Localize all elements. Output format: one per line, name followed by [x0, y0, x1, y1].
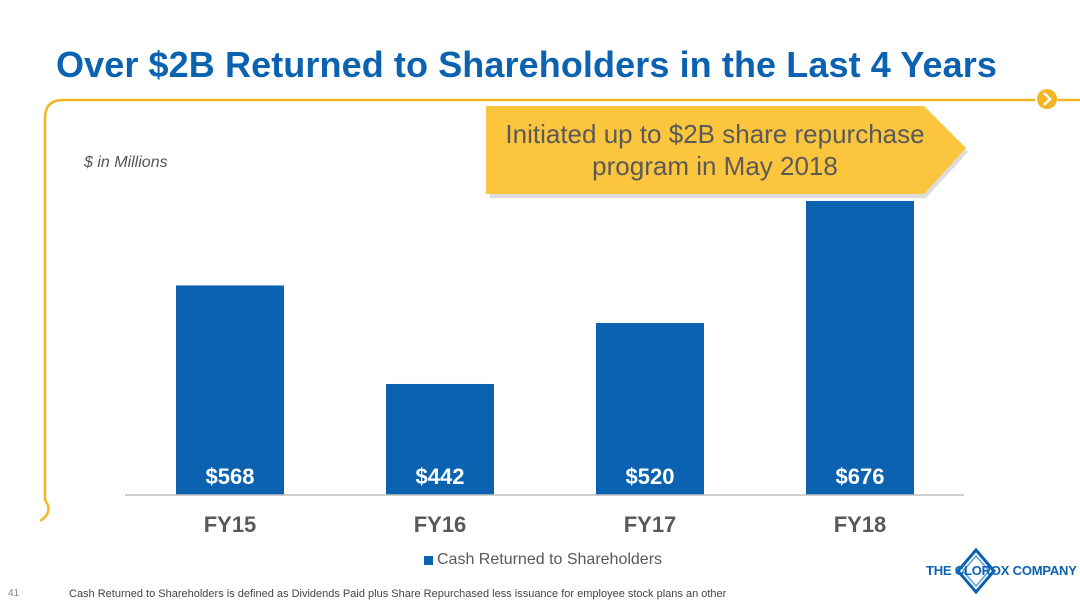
bar-fy16: [386, 383, 494, 495]
logo-text: THE CLOROX COMPANY: [926, 563, 1077, 578]
data-label-fy18: $676: [836, 464, 885, 489]
logo-diamond: [956, 548, 996, 594]
legend-label: Cash Returned to Shareholders: [437, 551, 663, 568]
callout-banner: Initiated up to $2B share repurchase pro…: [486, 106, 970, 198]
units-label: $ in Millions: [84, 154, 168, 171]
x-tick-fy18: FY18: [834, 512, 887, 537]
data-label-fy17: $520: [626, 464, 675, 489]
bar-fy17: [596, 322, 704, 495]
frame-line: [39, 98, 1035, 523]
callout-line-1: Initiated up to $2B share repurchase: [505, 119, 925, 149]
slide-title: Over $2B Returned to Shareholders in the…: [56, 44, 997, 85]
callout-line-2: program in May 2018: [592, 151, 838, 181]
data-label-fy15: $568: [206, 464, 255, 489]
chevron-right-icon: [1043, 92, 1052, 106]
x-tick-fy17: FY17: [624, 512, 677, 537]
callout-arrow-shape: [486, 106, 968, 198]
arrow-circle-icon[interactable]: [1037, 89, 1057, 109]
x-tick-fy15: FY15: [204, 512, 257, 537]
bar-fy15: [176, 285, 284, 495]
callout-text: Initiated up to $2B share repurchase pro…: [486, 118, 944, 182]
footnote: Cash Returned to Shareholders is defined…: [69, 588, 727, 600]
legend-swatch: [424, 555, 433, 565]
bar-fy18: [806, 201, 914, 495]
chart-legend: Cash Returned to Shareholders: [424, 551, 662, 569]
page-number: 41: [8, 588, 20, 599]
x-tick-fy16: FY16: [414, 512, 467, 537]
company-logo: THE CLOROX COMPANY: [922, 548, 1077, 594]
data-label-fy16: $442: [416, 464, 465, 489]
